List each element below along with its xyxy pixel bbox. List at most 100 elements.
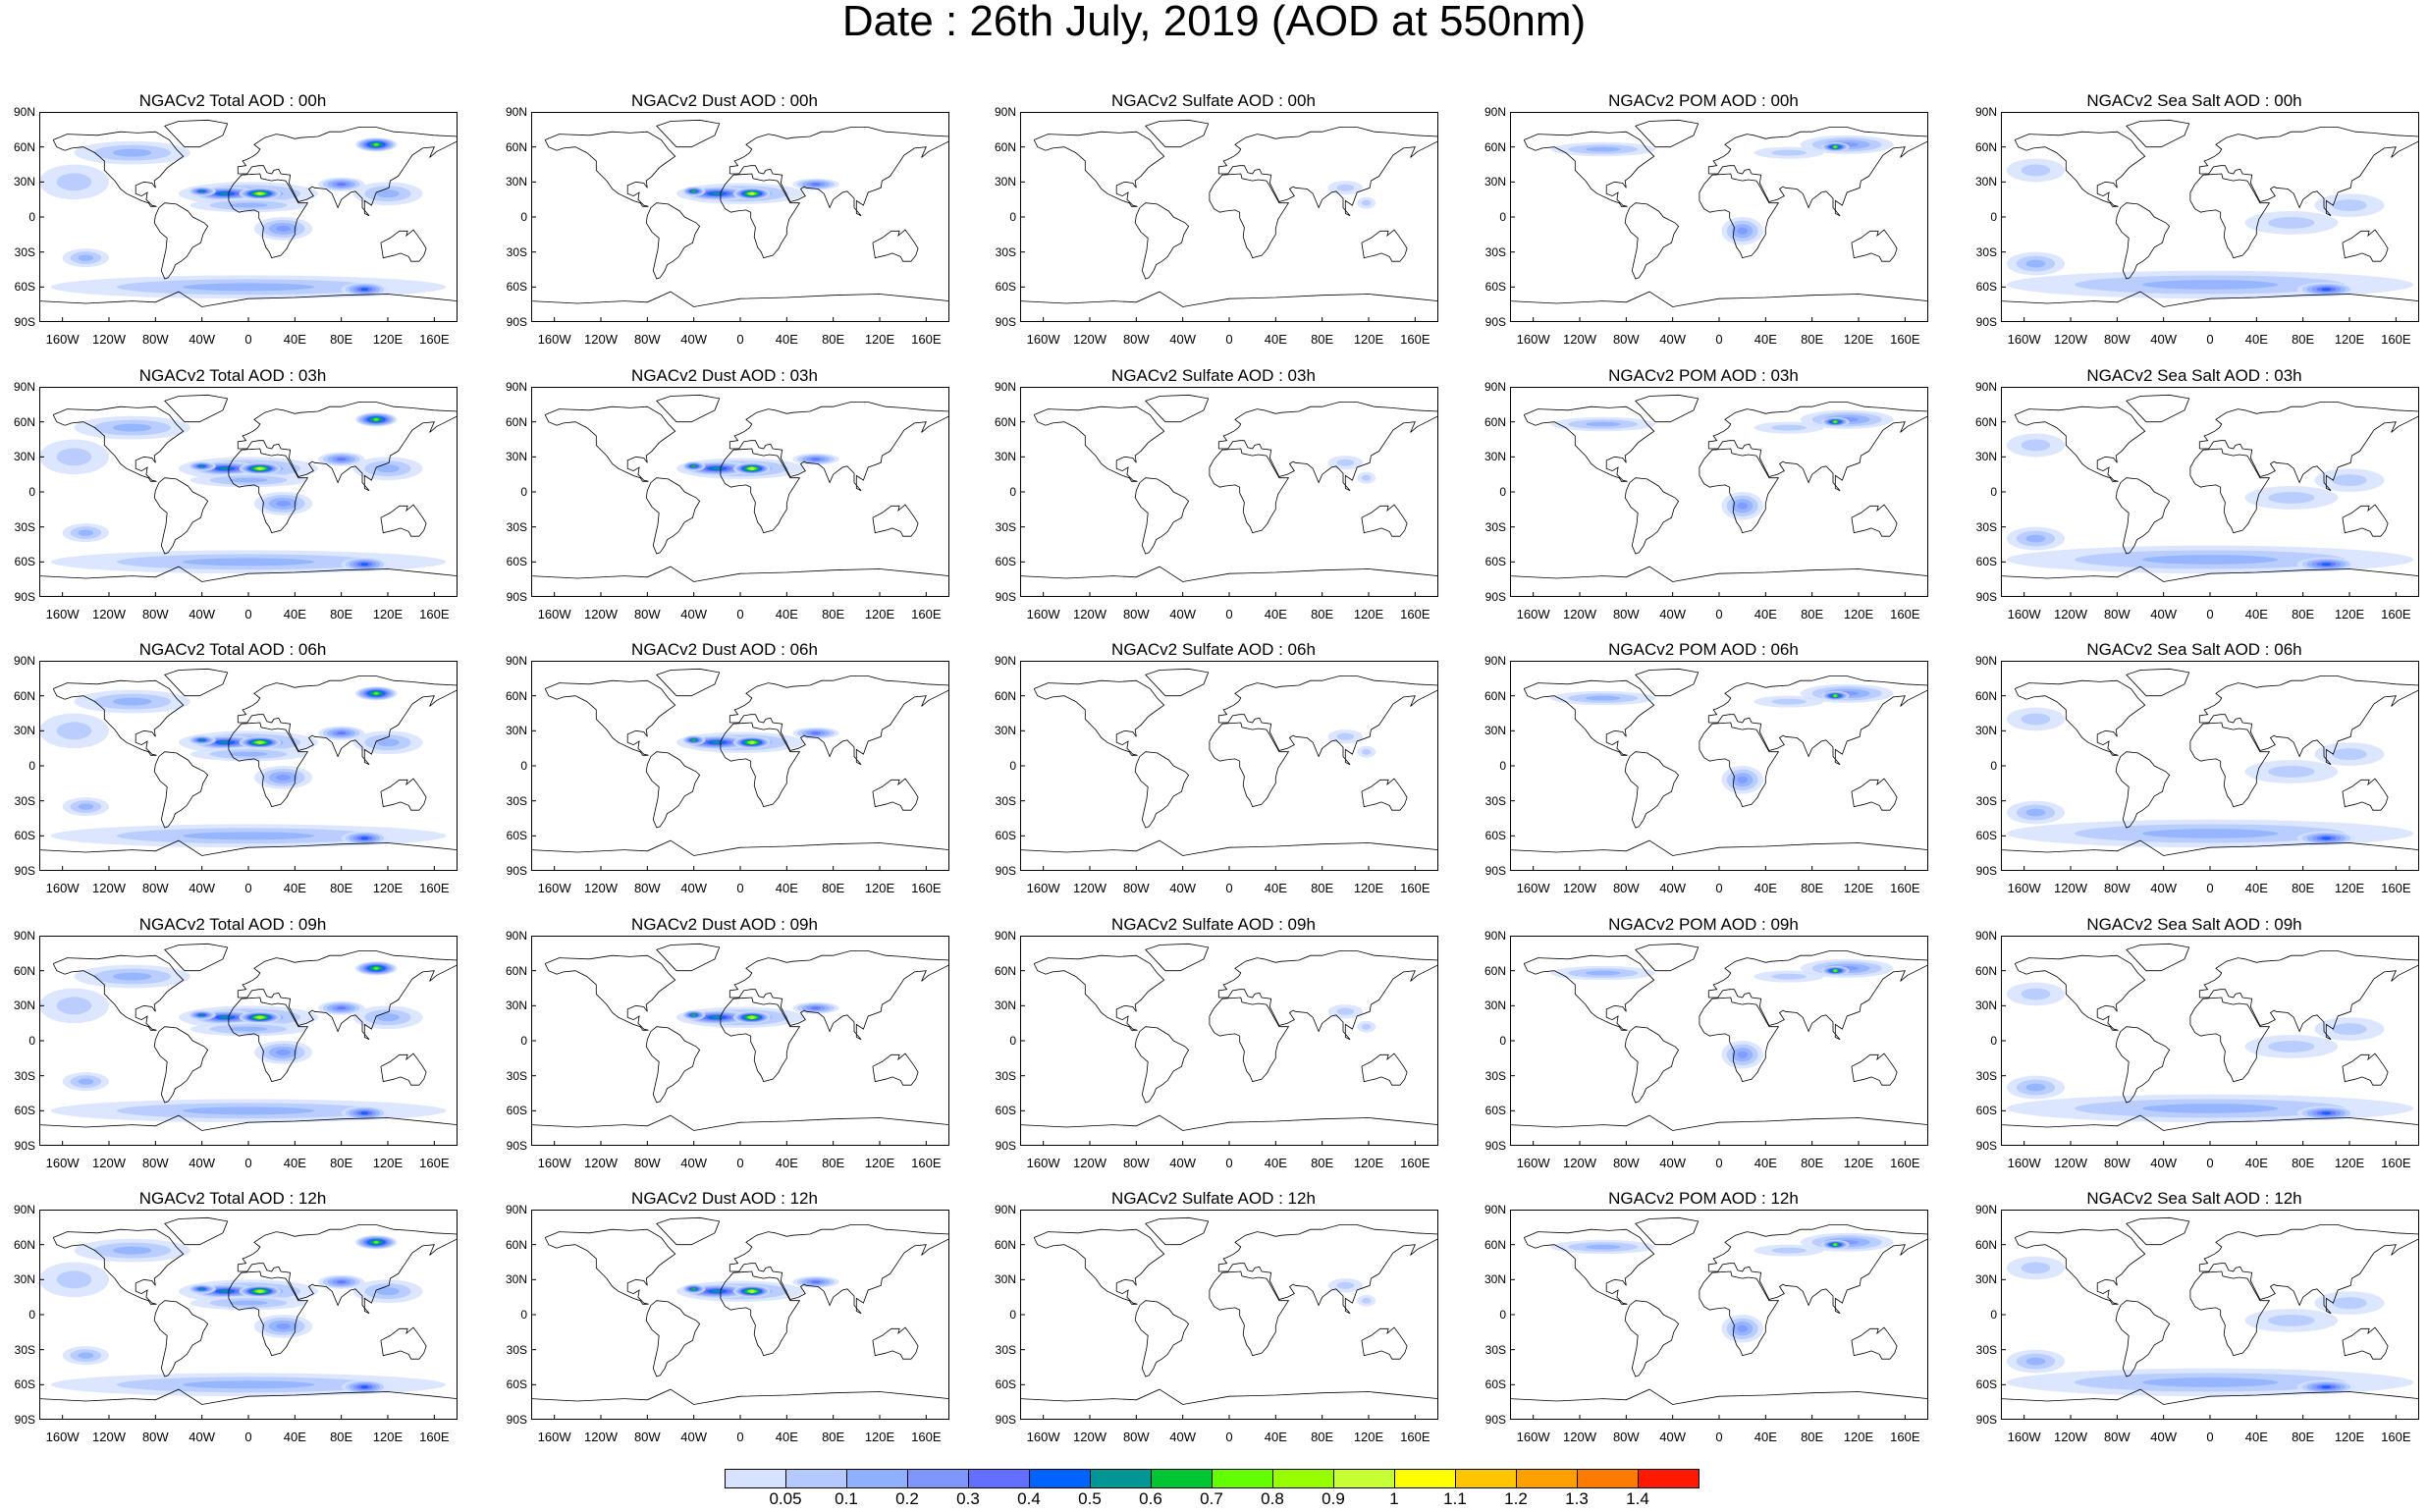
latitude-label: 0	[1990, 1034, 1997, 1048]
latitude-label: 60S	[506, 829, 527, 843]
longitude-label: 120E	[372, 1430, 404, 1444]
latitude-label: 30S	[1484, 244, 1506, 259]
longitude-label: 120W	[92, 332, 126, 347]
longitude-label: 80W	[1122, 1430, 1150, 1444]
coastline	[1217, 1224, 1438, 1315]
aod-plume	[811, 1280, 821, 1284]
aod-map	[1510, 936, 1928, 1146]
latitude-label: 30N	[994, 175, 1016, 189]
aod-plume	[276, 225, 291, 232]
coastline	[1510, 566, 1928, 582]
aod-plume	[2021, 164, 2051, 177]
map-panel-seasalt-0: NGACv2 Sea Salt AOD : 00h 90N 60N 30N 0 30S 60…	[1964, 90, 2425, 361]
coastline	[1699, 722, 1780, 808]
map-frame	[1020, 112, 1438, 322]
panel-title: NGACv2 Dust AOD : 12h	[631, 1189, 818, 1208]
aod-plume	[199, 464, 204, 468]
longitude-label: 40W	[1169, 332, 1197, 347]
latitude-label: 90S	[14, 590, 35, 604]
aod-plume	[376, 738, 400, 747]
longitude-label: 40E	[1754, 1430, 1777, 1444]
coastline	[1851, 1053, 1898, 1086]
aod-map	[39, 661, 458, 871]
coastline	[1033, 131, 1165, 207]
coastline	[2198, 402, 2419, 492]
colorbar-box	[1394, 1469, 1456, 1488]
longitude-label: 40E	[1754, 332, 1777, 347]
longitude-label: 80W	[1122, 881, 1150, 895]
map-panel-seasalt-3: NGACv2 Sea Salt AOD : 09h 90N 60N 30N 0 30S 60…	[1964, 914, 2425, 1185]
longitude-label: 80E	[2292, 1156, 2315, 1170]
aod-plume	[2141, 1377, 2279, 1387]
aod-plume	[1361, 1297, 1372, 1304]
colorbar-box	[968, 1469, 1030, 1488]
latitude-label: 0	[520, 485, 527, 499]
aod-plume	[749, 740, 754, 744]
aod-plume	[2025, 808, 2046, 817]
colorbar-label: 0.9	[1322, 1489, 1345, 1508]
coastline	[2001, 1114, 2419, 1131]
colorbar-box	[846, 1469, 908, 1488]
latitude-label: 60S	[1484, 1104, 1506, 1118]
longitude-label: 160W	[1026, 1430, 1060, 1444]
aod-plume	[229, 202, 268, 208]
longitude-label: 80E	[822, 1156, 845, 1170]
latitude-label: 30S	[1484, 1342, 1506, 1357]
aod-plume	[2025, 259, 2046, 268]
coastline	[1033, 1228, 1165, 1305]
aod-map	[2001, 936, 2419, 1146]
latitude-label: 90N	[13, 105, 35, 119]
longitude-label: 40E	[1264, 607, 1287, 621]
aod-map	[1020, 112, 1438, 322]
longitude-label: 160W	[2007, 1156, 2041, 1170]
coastline	[237, 402, 458, 492]
coastline	[2198, 675, 2419, 766]
aod-plume	[182, 1107, 315, 1115]
latitude-label: 60S	[14, 555, 35, 569]
longitude-label: 120E	[1843, 332, 1874, 347]
coastline	[2115, 751, 2171, 829]
map-panel-sulfate-2: NGACv2 Sulfate AOD : 06h 90N 60N 30N 0 30S 60S…	[983, 639, 1444, 910]
longitude-label: 120E	[864, 1430, 895, 1444]
coastline	[2014, 954, 2146, 1031]
longitude-label: 40E	[1264, 1430, 1287, 1444]
longitude-label: 0	[736, 1156, 744, 1170]
aod-plume	[257, 1015, 262, 1019]
latitude-label: 90S	[1975, 315, 1997, 329]
longitude-label: 80W	[633, 881, 661, 895]
latitude-label: 30S	[506, 1342, 527, 1357]
aod-plume	[1336, 459, 1355, 466]
aod-plume	[1833, 694, 1838, 698]
coastline	[1145, 668, 1210, 697]
latitude-label: 30S	[1484, 793, 1506, 808]
coastline	[1020, 839, 1438, 856]
coastline	[380, 504, 427, 537]
latitude-label: 90N	[13, 654, 35, 668]
map-panel-dust-0: NGACv2 Dust AOD : 00h 90N 60N 30N 0 30S 60S 90S…	[494, 90, 955, 361]
aod-plume	[2025, 1083, 2046, 1092]
coastline	[153, 202, 209, 280]
coastline	[1033, 679, 1165, 756]
coastline	[728, 402, 949, 492]
longitude-label: 40E	[2244, 1156, 2268, 1170]
map-panel-total-2: NGACv2 Total AOD : 06h 90N 60N 30N 0 30S 60S 90…	[2, 639, 463, 910]
aod-map	[1510, 1210, 1928, 1420]
aod-plume	[1833, 969, 1838, 973]
latitude-label: 30S	[995, 244, 1016, 259]
latitude-label: 30N	[1974, 1272, 1997, 1287]
coastline	[2342, 229, 2389, 262]
panel-title: NGACv2 POM AOD : 03h	[1608, 366, 1799, 385]
longitude-label: 80W	[633, 1156, 661, 1170]
longitude-label: 40E	[1754, 881, 1777, 895]
panel-title: NGACv2 Total AOD : 12h	[138, 1189, 327, 1208]
latitude-label: 90N	[994, 105, 1016, 119]
latitude-label: 60N	[1974, 688, 1997, 703]
longitude-label: 160W	[2007, 1430, 2041, 1444]
latitude-label: 90N	[1484, 929, 1506, 943]
map-panel-pom-4: NGACv2 POM AOD : 12h 90N 60N 30N 0 30S 60S 90S 1…	[1473, 1188, 1934, 1459]
latitude-label: 30N	[13, 450, 35, 464]
aod-plume	[373, 966, 379, 970]
aod-plume	[78, 803, 94, 810]
longitude-label: 40E	[1754, 1156, 1777, 1170]
coastline	[1510, 839, 1928, 856]
